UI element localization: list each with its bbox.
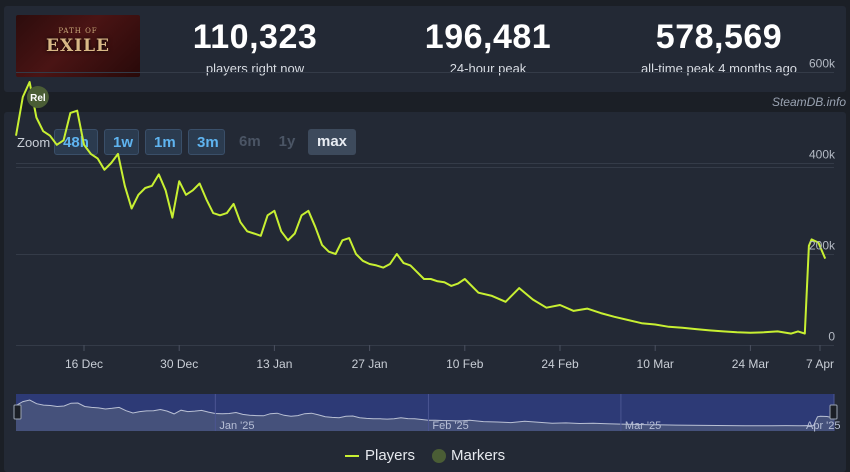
x-tick-label: 10 Mar bbox=[637, 357, 674, 371]
zoom-6m-button[interactable]: 6m bbox=[239, 133, 261, 150]
x-tick-label: 30 Dec bbox=[160, 357, 198, 371]
stats-bar bbox=[4, 6, 846, 92]
navigator[interactable]: Jan '25 Feb '25 Mar '25 Apr '25 bbox=[13, 394, 841, 432]
peak-24h-value: 196,481 bbox=[424, 18, 552, 56]
release-marker-label: Rel bbox=[30, 93, 46, 104]
navigator-label: Feb '25 bbox=[432, 420, 468, 432]
x-tick-label: 24 Mar bbox=[732, 357, 769, 371]
navigator-area bbox=[16, 400, 834, 431]
chart-series[interactable] bbox=[15, 81, 827, 335]
x-tick-label: 7 Apr bbox=[806, 357, 834, 371]
stat-24h-peak: 196,481 24-hour peak bbox=[378, 20, 598, 76]
legend-players[interactable]: Players bbox=[365, 447, 416, 464]
release-marker bbox=[26, 86, 49, 109]
players-series-line bbox=[15, 81, 827, 335]
y-tick-label: 600k bbox=[809, 57, 836, 71]
x-tick-label: 10 Feb bbox=[446, 357, 484, 371]
logo-subtitle: PATH OF bbox=[58, 27, 98, 35]
zoom-1w-button[interactable]: 1w bbox=[104, 129, 139, 155]
y-tick-label: 0 bbox=[828, 330, 835, 344]
navigator-handle-left bbox=[13, 404, 22, 420]
navigator-label: Jan '25 bbox=[219, 420, 254, 432]
x-tick-label: 13 Jan bbox=[256, 357, 292, 371]
navigator-label: Mar '25 bbox=[625, 420, 661, 432]
steamdb-credit[interactable]: SteamDB.info bbox=[771, 95, 846, 109]
navigator-line bbox=[15, 399, 835, 427]
navigator-label: Apr '25 bbox=[806, 420, 841, 432]
x-axis: 16 Dec 30 Dec 13 Jan 27 Jan 10 Feb 24 Feb 10 M… bbox=[65, 345, 834, 371]
zoom-label: Zoom bbox=[17, 135, 51, 150]
x-tick-label: 16 Dec bbox=[65, 357, 103, 371]
zoom-1y-button[interactable]: 1y bbox=[278, 133, 296, 150]
legend-markers[interactable]: Markers bbox=[451, 447, 506, 464]
navigator-handle-right bbox=[829, 404, 838, 420]
current-players-value: 110,323 bbox=[192, 18, 318, 56]
chart-grid bbox=[16, 72, 834, 346]
zoom-3m-button[interactable]: 3m bbox=[188, 129, 225, 155]
zoom-max-button[interactable]: max bbox=[308, 129, 356, 155]
y-tick-label: 200k bbox=[809, 239, 836, 253]
x-tick-label: 24 Feb bbox=[541, 357, 579, 371]
zoom-1m-button[interactable]: 1m bbox=[145, 129, 182, 155]
game-logo[interactable]: PATH OF EXILE bbox=[16, 15, 140, 77]
y-axis: 0 200k 400k 600k bbox=[809, 57, 836, 344]
chart-markers[interactable]: Rel bbox=[26, 86, 49, 109]
all-time-peak-value: 578,569 bbox=[655, 18, 783, 56]
y-tick-label: 400k bbox=[809, 148, 836, 162]
logo-title: EXILE bbox=[45, 36, 110, 56]
x-tick-label: 27 Jan bbox=[352, 357, 388, 371]
